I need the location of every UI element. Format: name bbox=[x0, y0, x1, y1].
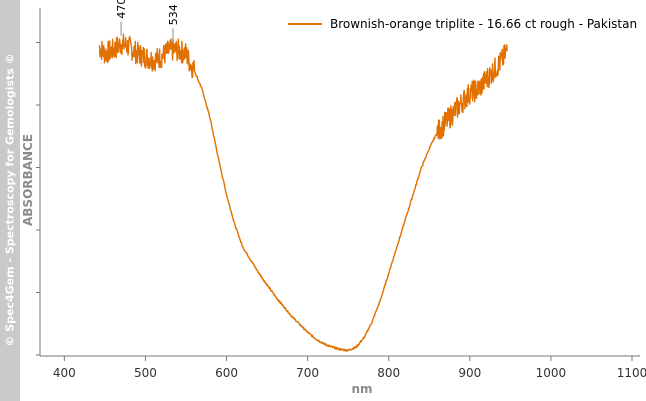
series-layer bbox=[98, 33, 508, 352]
x-tick-label: 900 bbox=[458, 366, 481, 380]
legend: Brownish-orange triplite - 16.66 ct roug… bbox=[288, 17, 637, 31]
x-tick-label: 700 bbox=[296, 366, 319, 380]
legend-label: Brownish-orange triplite - 16.66 ct roug… bbox=[330, 17, 637, 31]
peak-label: 534 bbox=[167, 4, 180, 25]
x-tick-label: 800 bbox=[377, 366, 400, 380]
x-ticks: 400 500 600 700 800 900 1000 1100 bbox=[53, 356, 646, 380]
x-tick-label: 600 bbox=[215, 366, 238, 380]
peak-label: 470 bbox=[115, 0, 128, 19]
y-ticks bbox=[36, 42, 40, 356]
peak-annotations: 470 534 bbox=[115, 0, 180, 43]
copyright-sidebar: © Spec4Gem - Spectroscopy for Gemologist… bbox=[0, 0, 20, 401]
x-tick-label: 500 bbox=[134, 366, 157, 380]
x-tick-label: 400 bbox=[53, 366, 76, 380]
y-axis-title: ABSORBANCE bbox=[21, 134, 35, 226]
x-tick-label: 1000 bbox=[536, 366, 567, 380]
series-line bbox=[98, 33, 508, 352]
axes bbox=[39, 8, 640, 357]
x-axis-title: nm bbox=[351, 382, 372, 396]
x-tick-label: 1100 bbox=[617, 366, 646, 380]
